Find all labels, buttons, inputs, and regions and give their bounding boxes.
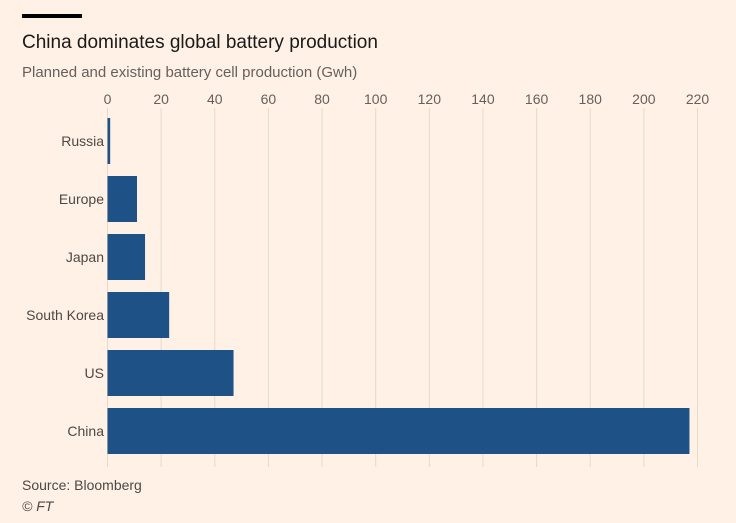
copyright-note: © FT xyxy=(22,498,54,514)
category-labels: Russia Europe Japan South Korea US China xyxy=(26,133,104,439)
category-label: China xyxy=(67,423,104,439)
bar-europe xyxy=(107,176,137,222)
category-label: Europe xyxy=(59,191,104,207)
x-tick-label: 60 xyxy=(261,91,277,107)
category-label: Japan xyxy=(66,249,104,265)
x-tick-label: 200 xyxy=(632,91,656,107)
chart-title: China dominates global battery productio… xyxy=(22,32,378,53)
bar-china xyxy=(107,408,690,454)
x-tick-label: 120 xyxy=(418,91,442,107)
category-label: South Korea xyxy=(26,307,104,323)
x-tick-label: 0 xyxy=(104,91,112,107)
bar-us xyxy=(107,350,234,396)
x-axis-ticks: 0 20 40 60 80 100 120 140 160 180 200 220 xyxy=(104,91,710,107)
x-tick-label: 100 xyxy=(364,91,388,107)
x-tick-label: 140 xyxy=(471,91,495,107)
category-label: Russia xyxy=(61,133,104,149)
category-label: US xyxy=(85,365,104,381)
x-tick-label: 40 xyxy=(207,91,223,107)
title-accent-bar xyxy=(22,14,82,18)
bar-japan xyxy=(107,234,146,280)
x-tick-label: 160 xyxy=(525,91,549,107)
x-tick-label: 20 xyxy=(153,91,169,107)
x-tick-label: 220 xyxy=(686,91,710,107)
x-tick-label: 180 xyxy=(579,91,603,107)
bar-russia xyxy=(107,118,111,164)
x-tick-label: 80 xyxy=(314,91,330,107)
bar-south-korea xyxy=(107,292,170,338)
gridlines xyxy=(107,108,698,467)
chart-subtitle: Planned and existing battery cell produc… xyxy=(22,64,358,81)
bars xyxy=(107,118,690,454)
source-note: Source: Bloomberg xyxy=(22,477,142,493)
